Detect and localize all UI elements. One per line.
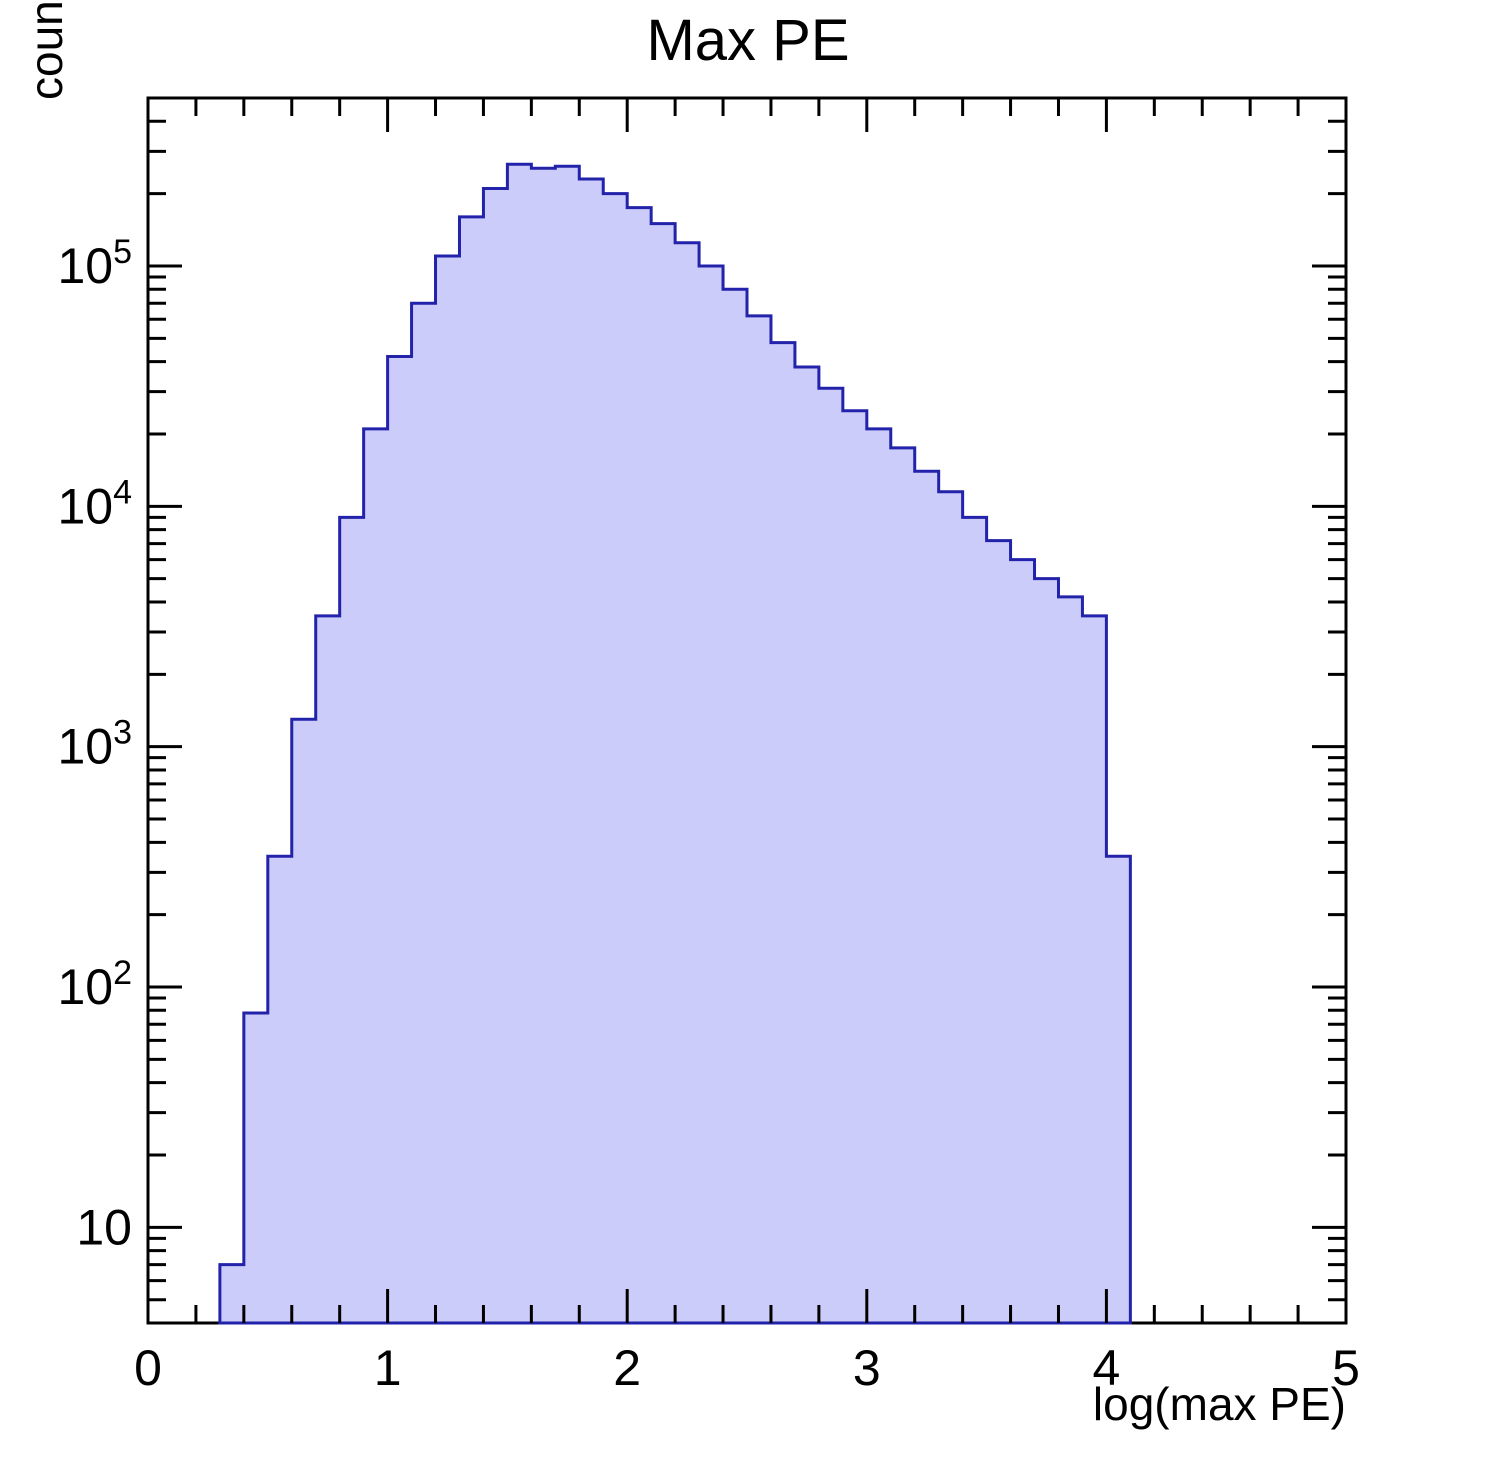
y-tick-label: 103 (57, 714, 132, 775)
x-tick-label: 5 (1332, 1340, 1360, 1396)
y-tick-label: 10 (76, 1199, 132, 1255)
x-tick-label: 1 (374, 1340, 402, 1396)
x-tick-label: 0 (134, 1340, 162, 1396)
x-axis-title: log(max PE) (1093, 1378, 1346, 1430)
page-title: Max PE (646, 8, 850, 73)
y-axis-tick-labels: 10 102 103 104 105 (57, 233, 132, 1255)
x-axis-ticks (146, 98, 1348, 1323)
y-axis-ticks (148, 96, 1346, 1325)
y-tick-label: 104 (57, 473, 132, 534)
x-tick-label: 3 (853, 1340, 881, 1396)
x-axis-tick-labels: 0 1 2 3 4 5 (134, 1340, 1360, 1396)
y-tick-label: 102 (57, 954, 132, 1015)
x-tick-label: 2 (613, 1340, 641, 1396)
histogram-series (218, 162, 1132, 1325)
y-tick-label: 105 (57, 233, 132, 294)
x-tick-label: 4 (1092, 1340, 1120, 1396)
y-axis-title: count (20, 0, 72, 100)
